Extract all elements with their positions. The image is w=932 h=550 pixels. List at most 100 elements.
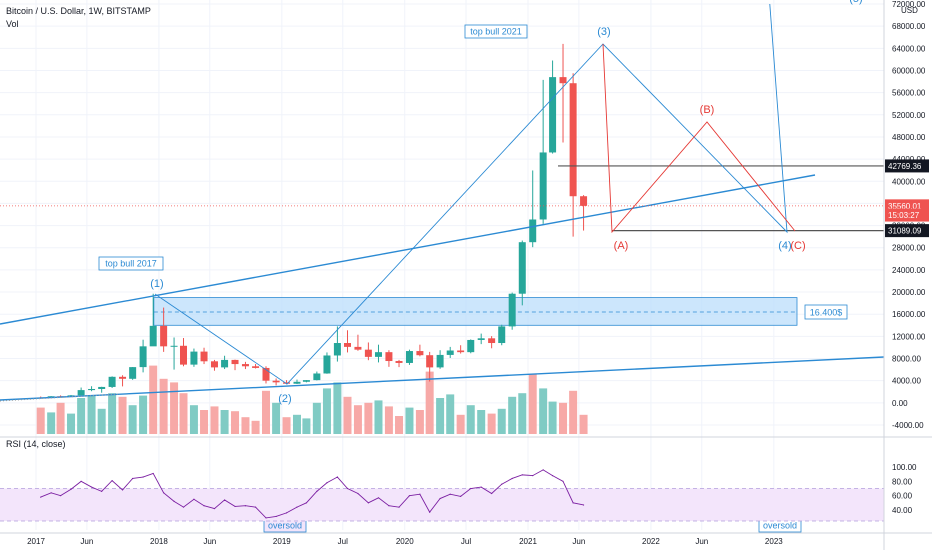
x-tick-label: 2017 bbox=[27, 537, 45, 546]
volume-bar bbox=[446, 394, 455, 434]
wave-3-label: (3) bbox=[597, 26, 610, 38]
price-label-text: 42769.36 bbox=[888, 162, 922, 171]
x-tick-label: Jun bbox=[80, 537, 93, 546]
oversold-1-text: oversold bbox=[268, 521, 302, 531]
top-bull-2021-text: top bull 2021 bbox=[470, 27, 522, 37]
candle-body bbox=[139, 346, 147, 368]
x-tick-label: 2023 bbox=[765, 537, 783, 546]
volume-bar bbox=[508, 396, 517, 434]
candle-body bbox=[539, 152, 547, 220]
rsi-point bbox=[346, 487, 349, 490]
volume-bar bbox=[282, 417, 291, 434]
y-tick-label: 60000.00 bbox=[892, 66, 926, 75]
candle-body bbox=[467, 339, 475, 353]
candle-body bbox=[374, 352, 382, 357]
rsi-point bbox=[377, 497, 380, 499]
candle-body bbox=[221, 359, 229, 368]
y-tick-label: 52000.00 bbox=[892, 111, 926, 120]
volume-bar bbox=[425, 371, 434, 434]
rsi-tick-label: 60.00 bbox=[892, 492, 913, 501]
rsi-point bbox=[336, 476, 338, 478]
wave-a-label: (A) bbox=[614, 240, 629, 252]
volume-bar bbox=[405, 407, 414, 434]
rsi-point bbox=[142, 476, 144, 478]
rsi-point bbox=[408, 495, 411, 497]
rsi-point bbox=[70, 488, 72, 490]
y-tick-label: 24000.00 bbox=[892, 266, 926, 275]
rsi-point bbox=[501, 483, 503, 485]
volume-bar bbox=[518, 393, 527, 434]
volume-bar bbox=[87, 395, 96, 434]
volume-bar bbox=[528, 374, 537, 434]
y-tick-label: 28000.00 bbox=[892, 244, 926, 253]
candle-body bbox=[426, 355, 434, 368]
volume-bar bbox=[77, 398, 86, 434]
x-tick-label: Jun bbox=[572, 537, 585, 546]
y-tick-label: -4000.00 bbox=[892, 421, 924, 430]
volume-bar bbox=[149, 365, 158, 434]
volume-bar bbox=[36, 407, 45, 434]
price-label-bg bbox=[885, 224, 929, 238]
volume-bar bbox=[251, 420, 260, 434]
rsi-title: RSI (14, close) bbox=[6, 439, 66, 449]
candle-body bbox=[190, 351, 198, 365]
volume-bar bbox=[159, 378, 168, 434]
volume-bar bbox=[569, 390, 578, 434]
rsi-point bbox=[562, 480, 564, 482]
candle-body bbox=[179, 345, 187, 365]
x-tick-label: 2018 bbox=[150, 537, 168, 546]
rsi-point bbox=[111, 480, 113, 482]
volume-bar bbox=[456, 414, 465, 434]
candle-body bbox=[293, 381, 301, 384]
x-tick-label: Jul bbox=[461, 537, 471, 546]
y-tick-label: 72000.00 bbox=[892, 0, 926, 9]
candle-body bbox=[262, 367, 270, 381]
rsi-point bbox=[244, 505, 247, 507]
candle-body bbox=[354, 346, 362, 350]
rsi-point bbox=[480, 486, 482, 488]
volume-bar bbox=[200, 410, 209, 434]
volume-bar bbox=[384, 406, 393, 434]
candle-body bbox=[160, 325, 168, 347]
volume-bar bbox=[189, 405, 198, 434]
grid-lines bbox=[0, 0, 884, 530]
volume-bar bbox=[333, 382, 342, 434]
volume-bar bbox=[302, 418, 311, 434]
rsi-point bbox=[305, 502, 308, 504]
rsi-point bbox=[80, 480, 82, 482]
wave-2-label: (2) bbox=[278, 393, 291, 405]
volume-bar bbox=[56, 402, 65, 434]
rsi-point bbox=[460, 495, 462, 497]
rsi-point bbox=[90, 486, 93, 488]
rsi-point bbox=[101, 490, 103, 492]
rsi-tick-label: 100.00 bbox=[892, 463, 917, 472]
y-tick-label: 0.00 bbox=[892, 399, 908, 408]
wave-drawings bbox=[0, 3, 885, 402]
volume-bar bbox=[436, 398, 445, 434]
price-label-bg bbox=[885, 159, 929, 173]
support-zone-rect bbox=[153, 297, 798, 326]
rsi-point bbox=[429, 511, 431, 513]
candle-body bbox=[77, 390, 85, 396]
volume-bar bbox=[67, 413, 76, 434]
rsi-point bbox=[275, 515, 277, 518]
rsi-band bbox=[0, 488, 884, 521]
abc-path-red bbox=[602, 43, 796, 234]
volume-bar bbox=[548, 401, 557, 434]
x-tick-label: Jul bbox=[338, 537, 348, 546]
price-label-text: 35560.01 bbox=[888, 202, 922, 211]
rsi-tick-label: 40.00 bbox=[892, 506, 913, 515]
candle-body bbox=[333, 343, 341, 356]
rsi-point bbox=[582, 504, 585, 506]
volume-bar bbox=[139, 395, 148, 434]
volume-bar bbox=[477, 410, 486, 434]
rsi-point bbox=[439, 497, 441, 500]
volume-bar bbox=[128, 405, 137, 434]
volume-bar bbox=[364, 402, 373, 434]
volume-bar bbox=[374, 400, 383, 434]
rsi-point bbox=[551, 475, 554, 477]
oversold-2-text: oversold bbox=[763, 521, 797, 531]
rsi-point bbox=[59, 495, 62, 497]
rsi-point bbox=[254, 506, 257, 508]
